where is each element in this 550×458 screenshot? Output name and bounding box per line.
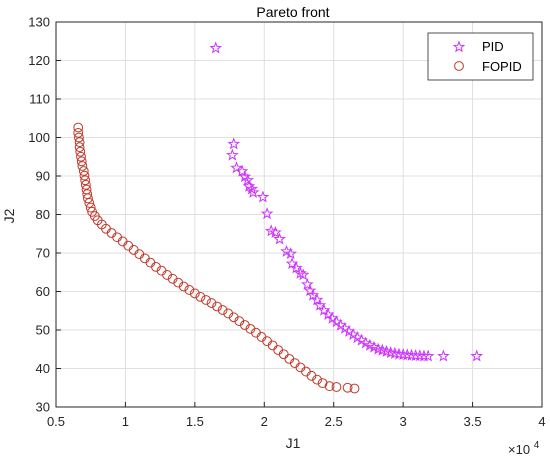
fopid-point bbox=[317, 378, 328, 389]
fopid-point bbox=[78, 166, 89, 176]
x-tick-label: 1 bbox=[122, 414, 129, 429]
fopid-point bbox=[324, 381, 335, 392]
pid-point bbox=[273, 232, 286, 245]
pid-point bbox=[289, 261, 303, 274]
fopid-point bbox=[80, 175, 91, 186]
fopid-point bbox=[73, 122, 84, 133]
y-axis-ticks: 30 40 50 60 70 80 90 100 110 120 130 bbox=[28, 15, 61, 415]
fopid-point bbox=[80, 179, 91, 190]
y-tick-label: 100 bbox=[28, 130, 50, 145]
fopid-point bbox=[82, 189, 93, 199]
pid-point bbox=[417, 349, 431, 362]
x-tick-label: 0.5 bbox=[47, 414, 65, 429]
fopid-point bbox=[312, 374, 322, 385]
y-tick-label: 30 bbox=[36, 400, 50, 415]
fopid-point bbox=[178, 281, 189, 292]
fopid-point bbox=[76, 156, 87, 167]
legend-fopid-marker bbox=[454, 61, 464, 71]
pid-point bbox=[246, 185, 260, 198]
pid-point bbox=[284, 247, 297, 260]
x-axis-title: J1 bbox=[286, 435, 301, 451]
y-tick-label: 70 bbox=[36, 246, 50, 261]
legend-pid-star bbox=[452, 40, 466, 53]
fopid-point bbox=[74, 137, 85, 148]
pid-point bbox=[241, 173, 254, 186]
series-layer bbox=[73, 41, 484, 394]
legend-pid-marker bbox=[452, 40, 466, 53]
x-tick-label: 1.5 bbox=[186, 414, 204, 429]
x-tick-label: 3.5 bbox=[464, 414, 482, 429]
pid-point bbox=[388, 346, 402, 359]
pid-point bbox=[396, 348, 410, 361]
y-tick-label: 110 bbox=[29, 92, 50, 107]
pid-point bbox=[313, 298, 327, 311]
y-tick-label: 40 bbox=[36, 361, 50, 376]
fopid-point bbox=[79, 170, 90, 181]
x-axis-multiplier: ×10 4 bbox=[508, 440, 540, 457]
pid-point bbox=[384, 346, 397, 359]
fopid-point bbox=[212, 301, 222, 312]
fopid-point bbox=[195, 291, 206, 302]
y-tick-label: 120 bbox=[28, 53, 50, 68]
legend-label-fopid: FOPID bbox=[482, 59, 522, 74]
fopid-point bbox=[83, 193, 93, 204]
pid-point bbox=[303, 284, 317, 297]
x-tick-label: 4 bbox=[538, 414, 545, 429]
pid-point bbox=[470, 349, 484, 362]
x-multiplier-base: ×10 bbox=[508, 442, 530, 457]
x-tick-label: 2.5 bbox=[325, 414, 343, 429]
pid-point bbox=[437, 349, 450, 362]
pid-point bbox=[392, 347, 406, 360]
fopid-point bbox=[74, 132, 84, 143]
fopid-point bbox=[331, 382, 342, 392]
x-axis-ticks: 0.5 1 1.5 2 2.5 3 3.5 4 bbox=[47, 402, 546, 429]
legend: PID FOPID bbox=[427, 32, 534, 81]
x-multiplier-exponent: 4 bbox=[534, 440, 540, 451]
series-fopid bbox=[73, 122, 360, 394]
y-axis-title: J2 bbox=[1, 208, 17, 223]
y-tick-label: 50 bbox=[36, 323, 50, 338]
pid-point bbox=[226, 148, 239, 161]
pid-point bbox=[230, 161, 243, 174]
fopid-point bbox=[206, 298, 217, 308]
y-tick-label: 130 bbox=[28, 15, 50, 30]
pid-point bbox=[269, 225, 282, 238]
legend-fopid-circle bbox=[454, 61, 464, 71]
fopid-point bbox=[342, 382, 353, 393]
legend-label-pid: PID bbox=[482, 39, 504, 54]
y-tick-label: 80 bbox=[36, 207, 50, 222]
fopid-point bbox=[184, 285, 195, 295]
pid-point bbox=[227, 137, 241, 150]
fopid-point bbox=[75, 146, 86, 157]
fopid-point bbox=[217, 305, 228, 315]
series-pid bbox=[209, 41, 484, 362]
pid-point bbox=[256, 190, 270, 203]
y-tick-label: 60 bbox=[36, 284, 50, 299]
fopid-point bbox=[74, 142, 85, 153]
fopid-point bbox=[201, 295, 211, 305]
pid-point bbox=[209, 41, 222, 54]
pid-point bbox=[421, 349, 435, 362]
y-tick-label: 90 bbox=[36, 169, 50, 184]
fopid-point bbox=[76, 151, 86, 162]
legend-box bbox=[427, 32, 534, 81]
pid-point bbox=[306, 288, 320, 301]
pid-point bbox=[235, 164, 249, 177]
x-tick-label: 3 bbox=[400, 414, 407, 429]
fopid-point bbox=[85, 202, 96, 213]
chart-title: Pareto front bbox=[256, 4, 329, 20]
pid-point bbox=[301, 277, 314, 290]
x-tick-label: 2 bbox=[261, 414, 268, 429]
fopid-point bbox=[84, 198, 95, 208]
fopid-point bbox=[349, 383, 360, 394]
fopid-point bbox=[189, 288, 200, 299]
pid-point bbox=[260, 207, 274, 220]
pid-point bbox=[310, 293, 324, 306]
fopid-point bbox=[73, 127, 84, 138]
pid-point bbox=[296, 268, 310, 281]
pid-point bbox=[401, 348, 414, 361]
fopid-point bbox=[77, 161, 88, 171]
